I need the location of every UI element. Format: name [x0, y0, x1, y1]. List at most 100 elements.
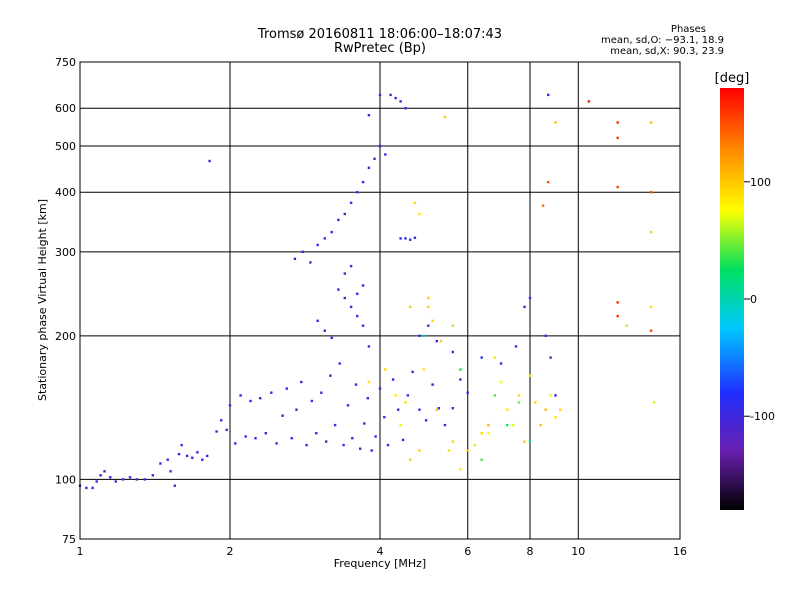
data-point-x [625, 324, 628, 327]
data-point-x [653, 401, 656, 404]
data-point-x [480, 458, 483, 461]
data-point-x [528, 440, 532, 443]
data-point-o [180, 443, 183, 447]
data-point-x [487, 432, 490, 435]
data-point-o [220, 419, 223, 422]
data-point-o [404, 237, 407, 240]
data-point-o [85, 486, 88, 490]
y-tick-label: 500 [55, 140, 76, 153]
data-point-o [406, 394, 410, 397]
data-point-x [616, 185, 619, 189]
data-point-o [208, 159, 211, 163]
y-axis: 75 100 200 300 400 500 600 750 [55, 56, 76, 546]
data-point-o [177, 452, 181, 456]
data-point-o [239, 394, 242, 397]
data-point-x [649, 329, 653, 332]
data-point-x [559, 408, 562, 411]
data-point-x [399, 423, 402, 427]
y-tick-label: 400 [55, 186, 76, 199]
data-point-o [259, 397, 262, 400]
data-point-o [386, 443, 390, 447]
data-point-x [587, 100, 590, 103]
data-point-o [361, 180, 365, 184]
data-point-o [325, 440, 328, 443]
data-point-o [293, 257, 297, 260]
data-point-o [459, 378, 462, 381]
data-point-o [310, 399, 314, 403]
data-point-o [191, 456, 194, 459]
data-point-o [305, 443, 308, 447]
data-point-o [349, 305, 353, 309]
data-point-x [431, 319, 434, 322]
data-point-o [431, 383, 434, 386]
data-point-o [225, 428, 228, 432]
data-point-o [249, 399, 252, 403]
x-axis-label: Frequency [MHz] [334, 557, 426, 570]
data-point-o [228, 404, 232, 407]
data-point-x [511, 423, 515, 427]
data-point-o [95, 480, 98, 483]
data-point-x [422, 334, 426, 337]
data-point-o [99, 474, 102, 477]
data-point-o [264, 432, 267, 435]
data-point-x [523, 440, 526, 443]
data-point-o [523, 305, 526, 309]
data-point-x [534, 401, 537, 404]
y-axis-label: Stationary phase Virtual Height [km] [36, 199, 49, 401]
data-point-o [295, 408, 298, 411]
data-point-o [367, 114, 371, 117]
data-point-o [409, 238, 412, 241]
data-point-o [323, 237, 326, 240]
data-point-o [320, 391, 323, 394]
data-point-o [514, 345, 518, 348]
data-point-o [411, 370, 414, 374]
data-point-x [418, 449, 421, 452]
data-point-o [366, 397, 369, 400]
data-point-o [451, 350, 454, 354]
data-point-x [427, 296, 430, 300]
data-points [78, 93, 656, 490]
data-point-o [301, 250, 304, 253]
data-point-x [493, 394, 496, 397]
data-point-x [499, 380, 503, 384]
x-tick-label: 6 [464, 545, 471, 558]
data-point-o [109, 476, 112, 479]
data-point-o [383, 416, 386, 419]
data-point-o [166, 458, 169, 461]
data-point-x [517, 394, 521, 397]
data-point-o [169, 470, 172, 473]
data-point-o [378, 144, 382, 148]
data-point-o [418, 408, 421, 411]
data-point-o [309, 261, 312, 264]
data-point-x [384, 368, 387, 371]
data-point-o [499, 362, 503, 365]
data-point-o [215, 430, 218, 433]
data-point-o [374, 435, 377, 438]
data-point-o [394, 96, 397, 100]
data-point-o [424, 419, 428, 422]
data-point-o [323, 329, 326, 332]
data-point-x [616, 136, 619, 140]
data-point-x [493, 356, 496, 359]
data-point-o [528, 296, 532, 300]
phase-legend: Phases mean, sd,O: −93.1, 18.9 mean, sd,… [601, 24, 724, 57]
data-point-o [361, 284, 365, 287]
data-point-o [338, 362, 341, 365]
data-point-o [316, 319, 319, 322]
x-axis: 1 2 4 6 8 10 16 [77, 545, 688, 558]
data-point-o [437, 407, 440, 410]
data-point-x [422, 368, 426, 371]
data-point-x [616, 301, 619, 304]
data-point-x [554, 121, 557, 124]
data-point-o [399, 100, 402, 103]
data-point-o [547, 93, 550, 97]
data-point-o [206, 454, 209, 458]
data-point-o [185, 454, 189, 458]
y-tick-label: 200 [55, 330, 76, 343]
data-point-x [451, 324, 454, 327]
data-point-o [443, 423, 447, 427]
data-point-x [649, 191, 653, 194]
x-tick-label: 8 [527, 545, 534, 558]
data-point-o [114, 480, 117, 483]
